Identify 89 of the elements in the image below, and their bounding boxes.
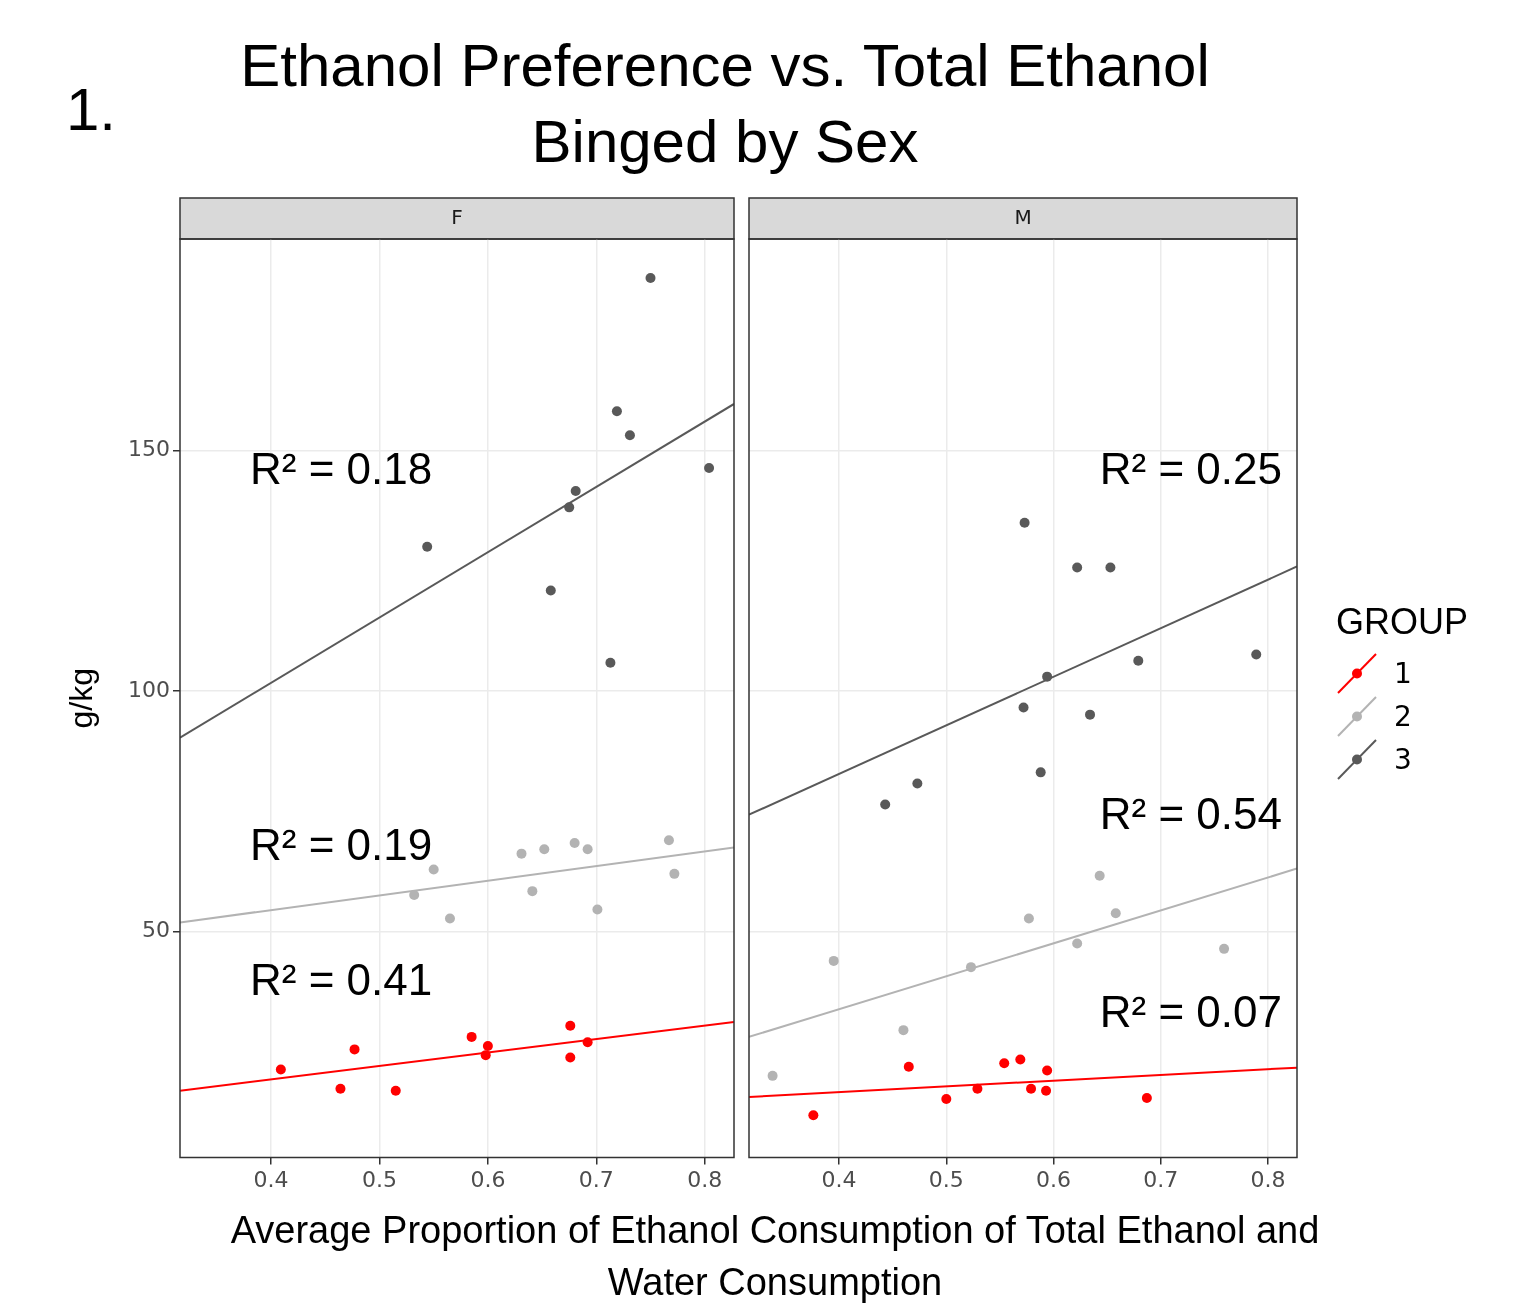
point: [482, 1041, 493, 1052]
annotation: R² = 0.07: [1099, 987, 1282, 1037]
point: [1026, 1083, 1037, 1094]
point: [999, 1058, 1010, 1069]
chart-subtitle: F: [451, 205, 463, 230]
point: [539, 844, 550, 855]
point: [704, 462, 715, 473]
point: [409, 890, 420, 901]
x-tick-label: 0.4: [821, 1166, 857, 1192]
point: [941, 1093, 952, 1104]
chart-subtitle: M: [1014, 205, 1032, 230]
point: [1015, 1054, 1026, 1065]
point: [565, 1020, 576, 1031]
x-axis-title: Average Proportion of Ethanol Consumption of Total Ethanol and Water Consumption: [229, 1208, 1321, 1305]
point: [1110, 908, 1121, 919]
point: [880, 799, 891, 810]
point: [669, 868, 680, 879]
point: [444, 913, 455, 924]
y-tick-label: 150: [128, 436, 170, 462]
y-tick-label: 100: [128, 676, 170, 702]
x-tick-label: 0.5: [361, 1166, 397, 1192]
x-tick-label: 0.6: [1036, 1166, 1072, 1192]
point: [564, 502, 575, 513]
x-tick-label: 0.8: [687, 1166, 723, 1192]
point: [428, 864, 439, 875]
point: [1251, 649, 1262, 660]
legend-label: 2: [1394, 700, 1412, 733]
point: [767, 1070, 778, 1081]
point: [1094, 870, 1105, 881]
point: [808, 1110, 819, 1121]
point: [1042, 1065, 1053, 1076]
point: [335, 1083, 346, 1094]
point: [545, 585, 556, 596]
point: [390, 1085, 401, 1096]
x-tick-label: 0.5: [928, 1166, 964, 1192]
point: [1133, 655, 1144, 666]
point: [1042, 671, 1053, 682]
x-tick-label: 0.4: [253, 1166, 289, 1192]
point: [1105, 562, 1116, 573]
x-tick-label: 0.7: [578, 1166, 614, 1192]
point: [605, 657, 616, 668]
point: [1219, 943, 1230, 954]
point: [569, 838, 580, 849]
point: [965, 962, 976, 973]
point: [570, 486, 581, 497]
point: [422, 541, 433, 552]
point: [898, 1025, 909, 1036]
point: [1018, 702, 1029, 713]
point: [663, 835, 674, 846]
point: [972, 1083, 983, 1094]
point: [275, 1064, 286, 1075]
annotation: R² = 0.19: [250, 820, 433, 870]
point: [828, 955, 839, 966]
point: [1023, 913, 1034, 924]
legend-title: GROUP: [1336, 600, 1469, 644]
point: [592, 904, 603, 915]
annotation: R² = 0.25: [1099, 444, 1282, 494]
point: [582, 1037, 593, 1048]
x-tick-label: 0.8: [1250, 1166, 1286, 1192]
annotation: R² = 0.18: [250, 444, 433, 494]
point: [349, 1044, 360, 1055]
y-axis-title: g/kg: [63, 668, 100, 729]
point: [645, 272, 656, 283]
legend-label: 3: [1394, 743, 1412, 776]
point: [1141, 1092, 1152, 1103]
point: [516, 848, 527, 859]
point: [1072, 938, 1083, 949]
chart-title: Ethanol Preference vs. Total Ethanol Binged by Sex: [239, 31, 1211, 177]
x-tick-label: 0.6: [470, 1166, 506, 1192]
point: [582, 844, 593, 855]
point: [1035, 767, 1046, 778]
text: 1.: [66, 76, 117, 143]
point: [527, 886, 538, 897]
point: [912, 778, 923, 789]
x-tick-label: 0.7: [1143, 1166, 1179, 1192]
point: [565, 1052, 576, 1063]
point: [1041, 1085, 1052, 1096]
legend-label: 1: [1394, 657, 1412, 690]
y-tick-label: 50: [142, 917, 170, 943]
annotation: R² = 0.54: [1099, 789, 1282, 839]
point: [1085, 709, 1096, 720]
point: [624, 430, 635, 441]
point: [903, 1061, 914, 1072]
point: [480, 1050, 491, 1061]
point: [1019, 517, 1030, 528]
point: [611, 406, 622, 417]
point: [466, 1031, 477, 1042]
annotation: R² = 0.41: [250, 955, 433, 1005]
point: [1072, 562, 1083, 573]
